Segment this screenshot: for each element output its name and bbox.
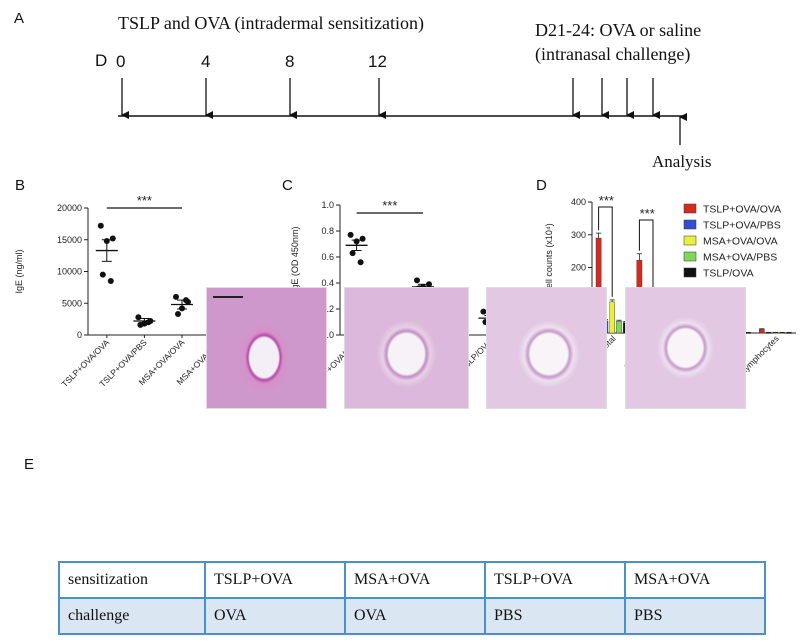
table-row: challenge OVA OVA PBS PBS: [58, 597, 766, 635]
y-tick-label: 20000: [57, 203, 82, 213]
significance-label: ***: [382, 198, 397, 213]
table-cell: OVA: [204, 597, 346, 635]
y-tick-label: 5000: [62, 298, 82, 308]
y-tick-label: 10000: [57, 267, 82, 277]
y-axis-label: OVA-IgE (OD 450nm): [290, 227, 300, 314]
day-0: 0: [116, 52, 126, 71]
table-cell: OVA: [344, 597, 486, 635]
data-point: [414, 277, 420, 284]
data-point: [175, 311, 181, 318]
conditions-table: sensitization TSLP+OVA MSA+OVA TSLP+OVA …: [58, 561, 766, 635]
legend-label: TSLP+OVA/OVA: [703, 204, 781, 216]
data-point: [359, 235, 366, 242]
table-cell: PBS: [484, 597, 626, 635]
analysis-label: Analysis: [652, 152, 712, 171]
table-cell: PBS: [624, 597, 766, 635]
scale-bar: [213, 296, 243, 298]
y-tick-label: 15000: [57, 235, 82, 245]
y-tick-label: 0.0: [321, 330, 334, 340]
legend-label: MSA+OVA/PBS: [703, 252, 777, 264]
bar: [765, 332, 772, 334]
bar: [779, 332, 785, 334]
y-tick-label: 0.2: [321, 304, 334, 314]
data-point: [173, 293, 179, 300]
table-cell: TSLP+OVA: [484, 561, 626, 599]
table-cell: sensitization: [58, 561, 206, 599]
day-12: 12: [368, 52, 387, 71]
table-cell: TSLP+OVA: [204, 561, 346, 599]
micrograph-msa-ova-pbs: [625, 287, 746, 409]
significance-label: ***: [640, 206, 655, 221]
panel-label-e: E: [24, 456, 35, 473]
micrograph-tslp-ova-ova: [206, 287, 327, 409]
data-point: [426, 281, 432, 288]
day-8: 8: [285, 52, 295, 71]
y-tick-label: 0: [77, 330, 82, 340]
data-point: [97, 222, 104, 229]
legend-label: TSLP/OVA: [703, 268, 754, 280]
data-point: [109, 235, 116, 242]
y-axis-label: IgE (ng/ml): [14, 249, 24, 293]
legend-swatch: [683, 267, 697, 278]
bar: [772, 332, 779, 334]
day-prefix: D: [95, 51, 108, 70]
bar: [759, 329, 765, 334]
x-tick-label: lymphocytes: [740, 333, 780, 373]
sensitization-label: TSLP and OVA (intradermal sensitization): [118, 13, 424, 33]
significance-bracket: [638, 219, 654, 315]
y-tick-label: 400: [571, 197, 586, 207]
data-point: [107, 278, 114, 285]
data-point: [480, 308, 487, 315]
data-point: [145, 319, 152, 326]
y-tick-label: 0.6: [321, 252, 334, 262]
legend-swatch: [683, 251, 697, 262]
bar: [609, 301, 615, 334]
table-cell: MSA+OVA: [624, 561, 766, 599]
legend-swatch: [683, 219, 697, 230]
bar: [745, 332, 751, 334]
y-tick-label: 0.4: [321, 278, 334, 288]
legend-swatch: [683, 235, 697, 246]
panel-label-c: C: [282, 177, 293, 194]
challenge-label-line2: (intranasal challenge): [535, 44, 691, 64]
table-row: sensitization TSLP+OVA MSA+OVA TSLP+OVA …: [58, 561, 766, 599]
data-point: [349, 250, 356, 257]
panel-label-b: B: [15, 177, 26, 194]
y-tick-label: 300: [571, 230, 586, 240]
table-cell: challenge: [58, 597, 206, 635]
y-tick-label: 200: [571, 263, 586, 273]
significance-label: ***: [137, 193, 152, 208]
y-tick-label: 0.8: [321, 226, 334, 236]
panel-label-a: A: [14, 10, 25, 27]
bar: [616, 321, 622, 334]
micrograph-tslp-ova-pbs: [486, 287, 607, 409]
y-axis-label: BAL cell counts (x10⁴): [544, 223, 554, 312]
legend-label: TSLP+OVA/PBS: [703, 220, 781, 232]
challenge-label-line1: D21-24: OVA or saline: [535, 20, 702, 40]
legend-swatch: [683, 203, 697, 214]
data-point: [99, 271, 106, 278]
significance-bracket: [598, 206, 613, 297]
day-4: 4: [201, 52, 211, 71]
table-cell: MSA+OVA: [344, 561, 486, 599]
significance-label: ***: [599, 193, 614, 208]
bar: [786, 332, 792, 334]
data-point: [357, 259, 364, 266]
timeline: [118, 78, 687, 145]
panel-label-d: D: [536, 177, 547, 194]
data-point: [135, 314, 142, 321]
y-tick-label: 1.0: [321, 200, 334, 210]
data-point: [137, 321, 144, 328]
data-point: [347, 231, 354, 238]
legend-label: MSA+OVA/OVA: [703, 236, 778, 248]
micrograph-msa-ova-ova: [344, 287, 469, 409]
